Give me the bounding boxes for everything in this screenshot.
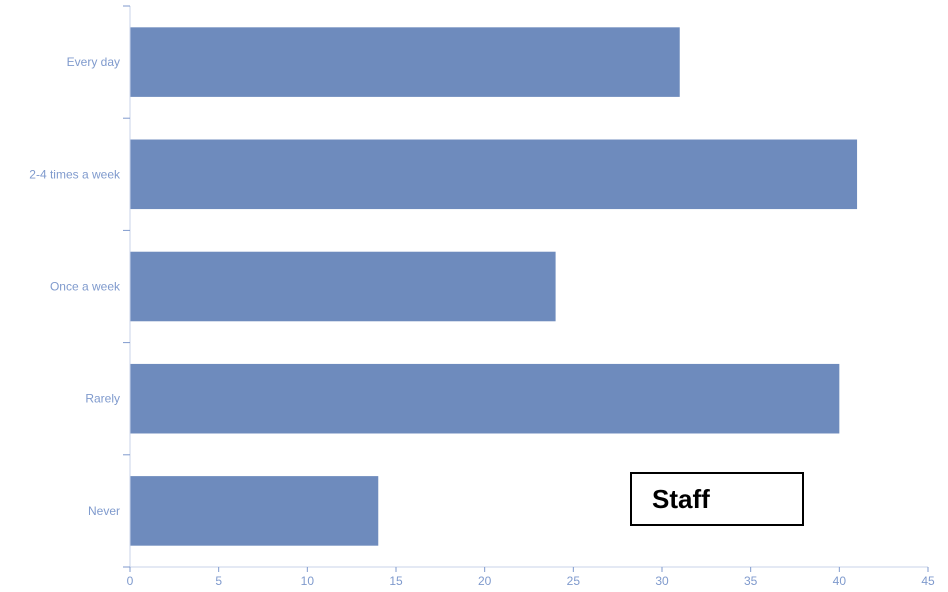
bar-4: [130, 476, 379, 546]
x-tick-label-0: 0: [127, 574, 134, 588]
x-tick-label-4: 20: [478, 574, 492, 588]
x-tick-label-6: 30: [655, 574, 669, 588]
bar-0: [130, 27, 680, 97]
x-tick-label-2: 10: [301, 574, 315, 588]
x-tick-label-8: 40: [833, 574, 847, 588]
x-tick-label-7: 35: [744, 574, 758, 588]
legend-box: Staff: [630, 472, 804, 526]
y-tick-label-2: Once a week: [50, 280, 121, 294]
y-tick-label-3: Rarely: [85, 392, 120, 406]
bar-3: [130, 363, 840, 434]
x-tick-label-9: 45: [921, 574, 935, 588]
bar-1: [130, 139, 858, 210]
x-tick-label-1: 5: [215, 574, 222, 588]
legend-label-staff: Staff: [652, 483, 710, 514]
y-tick-label-4: Never: [88, 504, 120, 518]
x-tick-label-3: 15: [389, 574, 403, 588]
y-tick-label-1: 2-4 times a week: [29, 167, 121, 181]
y-tick-label-0: Every day: [67, 55, 120, 69]
x-tick-label-5: 25: [567, 574, 581, 588]
bar-2: [130, 251, 556, 322]
